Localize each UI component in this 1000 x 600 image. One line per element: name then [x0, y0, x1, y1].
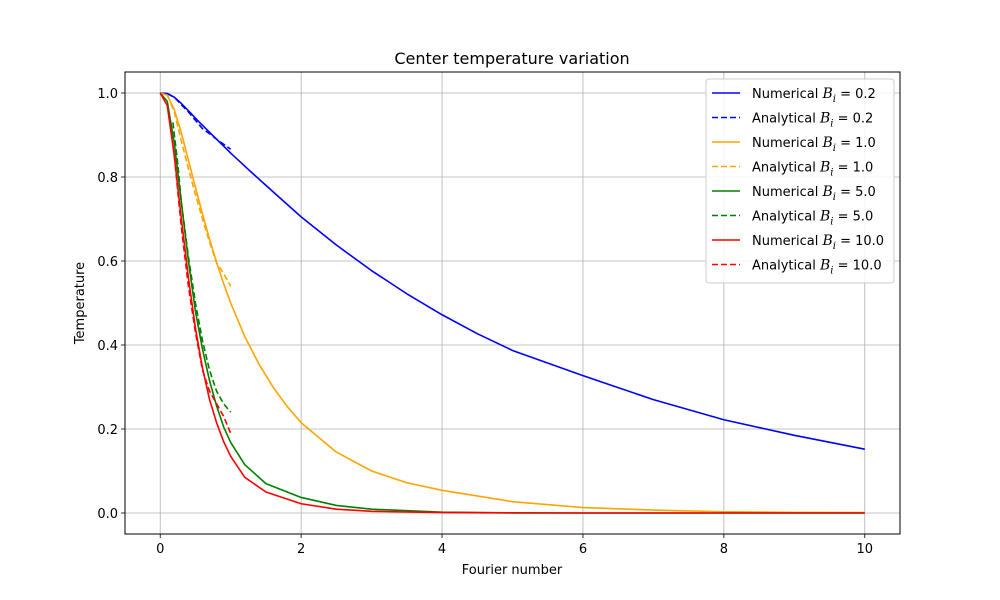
legend-bi-value: = 5.0	[836, 185, 876, 200]
legend-prefix: Numerical	[752, 234, 822, 249]
legend-bi-symbol: B	[821, 135, 832, 151]
legend-label-1: Analytical Bi = 0.2	[752, 111, 873, 130]
legend-bi-value: = 1.0	[836, 136, 876, 151]
plot-frame	[124, 71, 901, 535]
x-axis-label: Fourier number	[462, 563, 563, 578]
series-line-3	[170, 103, 232, 287]
legend-prefix: Analytical	[752, 112, 820, 127]
x-tick-label: 0	[156, 542, 164, 557]
legend-bi-value: = 5.0	[833, 210, 873, 225]
plot-series	[159, 92, 865, 514]
y-axis-label: Temperature	[73, 262, 88, 345]
axis-ticks: 0 2 4 6 8 10 0.0 0.2 0.4 0.6 0.8 1.0	[97, 87, 873, 557]
legend-prefix: Numerical	[752, 185, 822, 200]
series-line-2	[160, 92, 865, 514]
legend-bi-subscript: i	[830, 217, 833, 228]
legend-bi-symbol: B	[819, 258, 830, 274]
legend-bi-subscript: i	[833, 143, 836, 154]
legend-bi-symbol: B	[821, 184, 832, 200]
series-line-0	[160, 92, 865, 450]
legend-bi-symbol: B	[821, 86, 832, 102]
legend-box	[705, 78, 895, 284]
y-tick-label: 0.4	[97, 339, 118, 354]
legend-prefix: Analytical	[752, 259, 820, 274]
y-tick-label: 0.2	[97, 423, 118, 438]
x-tick-label: 10	[856, 542, 873, 557]
legend-bi-symbol: B	[819, 111, 830, 127]
x-tick-label: 6	[579, 542, 587, 557]
legend-bi-subscript: i	[830, 168, 833, 179]
x-tick-label: 8	[720, 542, 728, 557]
legend-bi-subscript: i	[833, 94, 836, 105]
legend-prefix: Numerical	[752, 136, 822, 151]
legend-label-3: Analytical Bi = 1.0	[752, 160, 873, 179]
series-line-7	[173, 155, 232, 434]
legend-bi-symbol: B	[821, 233, 832, 249]
legend-bi-subscript: i	[830, 266, 833, 277]
legend-label-4: Numerical Bi = 5.0	[752, 184, 876, 203]
legend-prefix: Analytical	[752, 210, 820, 225]
legend-bi-symbol: B	[819, 209, 830, 225]
series-line-1	[166, 93, 232, 150]
series-line-6	[159, 92, 865, 514]
legend-bi-subscript: i	[833, 192, 836, 203]
chart-title: Center temperature variation	[394, 49, 629, 68]
y-tick-label: 0.6	[97, 255, 118, 270]
legend-bi-value: = 0.2	[833, 112, 873, 127]
legend-bi-subscript: i	[830, 119, 833, 130]
series-line-5	[172, 122, 232, 413]
legend-bi-subscript: i	[833, 241, 836, 252]
x-tick-label: 2	[297, 542, 305, 557]
y-tick-label: 1.0	[97, 87, 118, 102]
legend-label-7: Analytical Bi = 10.0	[752, 258, 882, 277]
legend-prefix: Analytical	[752, 161, 820, 176]
y-tick-label: 0.0	[97, 507, 118, 522]
legend-label-0: Numerical Bi = 0.2	[752, 86, 876, 105]
legend-bi-value: = 0.2	[836, 87, 876, 102]
legend-label-6: Numerical Bi = 10.0	[752, 233, 884, 252]
x-tick-label: 4	[438, 542, 446, 557]
legend-label-2: Numerical Bi = 1.0	[752, 135, 876, 154]
legend-prefix: Numerical	[752, 87, 822, 102]
legend-bi-value: = 10.0	[833, 259, 881, 274]
y-tick-label: 0.8	[97, 171, 118, 186]
legend-label-5: Analytical Bi = 5.0	[752, 209, 873, 228]
legend-bi-value: = 1.0	[833, 161, 873, 176]
legend-bi-symbol: B	[819, 160, 830, 176]
legend-bi-value: = 10.0	[836, 234, 884, 249]
